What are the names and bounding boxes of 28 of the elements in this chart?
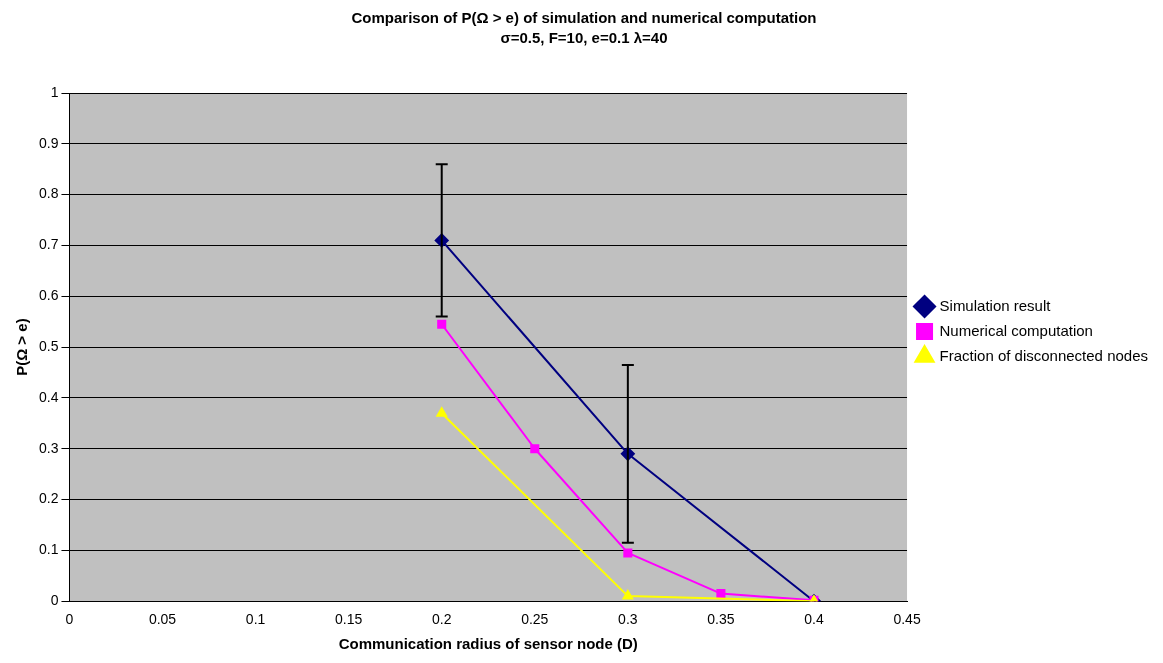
y-tick-label: 0.5 [38,337,59,354]
y-tick-label: 0.2 [38,490,59,507]
y-tick-label: 0.9 [38,134,59,151]
y-tick-label: 0.4 [38,388,59,405]
y-tick-label: 0.7 [38,236,59,253]
y-axis-title: P(Ω > e) [13,318,31,376]
x-tick-label: 0.1 [245,611,266,628]
legend-label: Simulation result [939,296,1052,314]
chart-title: Comparison of P(Ω > e) of simulation and numerical computation [351,9,817,27]
chart-subtitle: σ=0.5, F=10, e=0.1 λ=40 [500,29,668,47]
x-tick-label: 0 [65,611,74,628]
x-tick-label: 0.2 [431,611,452,628]
legend-label: Numerical computation [939,321,1093,339]
y-tick-label: 0 [50,592,59,609]
y-tick-label: 0.3 [38,439,59,456]
x-tick-label: 0.05 [148,611,177,628]
y-tick-label: 0.6 [38,287,59,304]
x-tick-label: 0.45 [893,611,921,628]
x-axis-title: Communication radius of sensor node (D) [338,635,638,653]
legend-label: Fraction of disconnected nodes [939,346,1149,364]
y-tick-label: 1 [50,83,59,100]
x-tick-label: 0.4 [804,611,824,628]
x-tick-label: 0.3 [618,611,638,628]
y-tick-label: 0.8 [38,185,59,202]
y-tick-label: 0.1 [38,541,59,558]
x-tick-label: 0.25 [521,611,549,628]
x-tick-label: 0.35 [707,611,735,628]
x-tick-label: 0.15 [335,611,363,628]
